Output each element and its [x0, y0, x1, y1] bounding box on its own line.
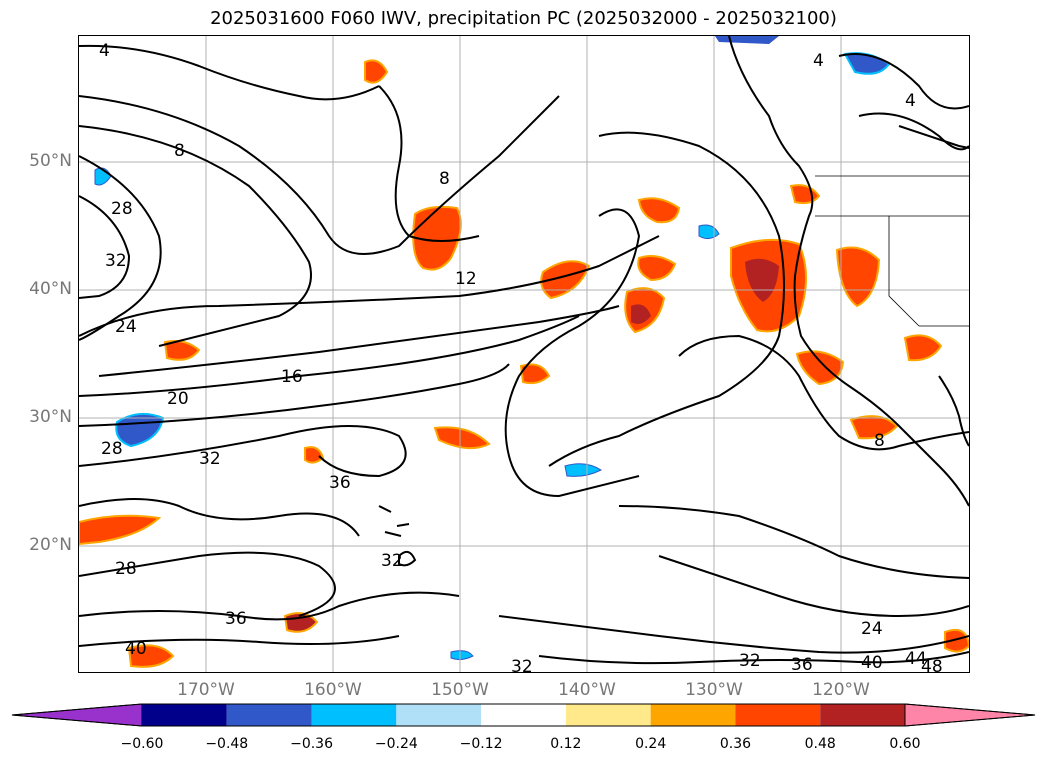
colorbar-cell — [226, 704, 312, 726]
contour-label-8: 8 — [174, 141, 185, 161]
colorbar-cell — [481, 704, 566, 726]
colorbar-cell — [650, 704, 736, 726]
contour-label-32: 32 — [511, 657, 533, 672]
contour-label-36: 36 — [225, 609, 247, 629]
contour-label-24: 24 — [115, 317, 137, 337]
contour-label-4: 4 — [99, 41, 110, 61]
lat-label-50n: 50°N — [29, 151, 72, 171]
map-canvas: 4 4 4 8 8 8 12 16 20 24 24 28 28 28 32 3… — [79, 36, 969, 672]
contour-label-4: 4 — [813, 51, 824, 71]
lat-label-30n: 30°N — [29, 407, 72, 427]
colorbar-outline — [11, 703, 1036, 727]
contour-label-32: 32 — [381, 551, 403, 571]
colorbar-tick-label: 0.24 — [635, 736, 667, 752]
colorbar-tick-label: 0.12 — [550, 736, 582, 752]
contour-label-40: 40 — [861, 653, 883, 672]
colorbar-tick-label: −0.36 — [290, 736, 333, 752]
coastlines — [378, 36, 969, 567]
colorbar-cell — [735, 704, 821, 726]
contour-label-20: 20 — [167, 389, 189, 409]
graticule — [79, 36, 969, 672]
colorbar-extend-high — [904, 703, 1036, 727]
contour-label-8: 8 — [439, 169, 450, 189]
contour-label-16: 16 — [281, 367, 303, 387]
lon-label-150w: 150°W — [431, 680, 489, 700]
colorbar-tick-label: −0.12 — [459, 736, 503, 752]
contour-label-36: 36 — [791, 655, 813, 672]
contour-label-44: 44 — [905, 649, 927, 669]
contour-label-32: 32 — [739, 651, 761, 671]
lon-label-130w: 130°W — [685, 680, 743, 700]
lon-label-170w: 170°W — [177, 680, 235, 700]
colorbar — [11, 703, 1036, 727]
lon-label-160w: 160°W — [304, 680, 362, 700]
colorbar-cell — [396, 704, 482, 726]
precip-shading — [79, 36, 969, 668]
iwv-contours — [79, 44, 969, 665]
map-title: 2025031600 F060 IWV, precipitation PC (2… — [210, 8, 837, 29]
colorbar-tick-label: 0.60 — [889, 736, 921, 752]
contour-label-32: 32 — [199, 449, 221, 469]
contour-label-28: 28 — [115, 559, 137, 579]
colorbar-cell — [820, 704, 905, 726]
contour-label-24: 24 — [861, 619, 883, 639]
colorbar-cell — [565, 704, 651, 726]
contour-label-40: 40 — [125, 639, 147, 659]
colorbar-tick-label: −0.60 — [120, 736, 164, 752]
colorbar-cells — [11, 703, 1036, 727]
contour-label-4: 4 — [905, 91, 916, 111]
colorbar-extend-low — [11, 703, 143, 727]
colorbar-tick-label: −0.48 — [205, 736, 249, 752]
lon-label-140w: 140°W — [558, 680, 616, 700]
lat-label-20n: 20°N — [29, 535, 72, 555]
colorbar-tick-label: 0.48 — [804, 736, 836, 752]
contour-label-32: 32 — [105, 251, 127, 271]
lon-label-120w: 120°W — [812, 680, 870, 700]
contour-label-12: 12 — [455, 269, 477, 289]
colorbar-cell — [311, 704, 397, 726]
contour-label-36: 36 — [329, 473, 351, 493]
contour-label-28: 28 — [111, 199, 133, 219]
colorbar-tick-label: −0.24 — [374, 736, 418, 752]
contour-label-48: 48 — [921, 657, 943, 672]
colorbar-tick-label: 0.36 — [719, 736, 752, 752]
colorbar-cell — [142, 704, 227, 726]
contour-label-group: 4 4 4 8 8 8 12 16 20 24 24 28 28 28 32 3… — [99, 41, 943, 672]
contour-label-8: 8 — [874, 431, 885, 451]
map-panel: 4 4 4 8 8 8 12 16 20 24 24 28 28 28 32 3… — [78, 35, 970, 673]
lat-label-40n: 40°N — [29, 279, 72, 299]
state-borders — [815, 175, 969, 327]
contour-label-28: 28 — [101, 439, 123, 459]
